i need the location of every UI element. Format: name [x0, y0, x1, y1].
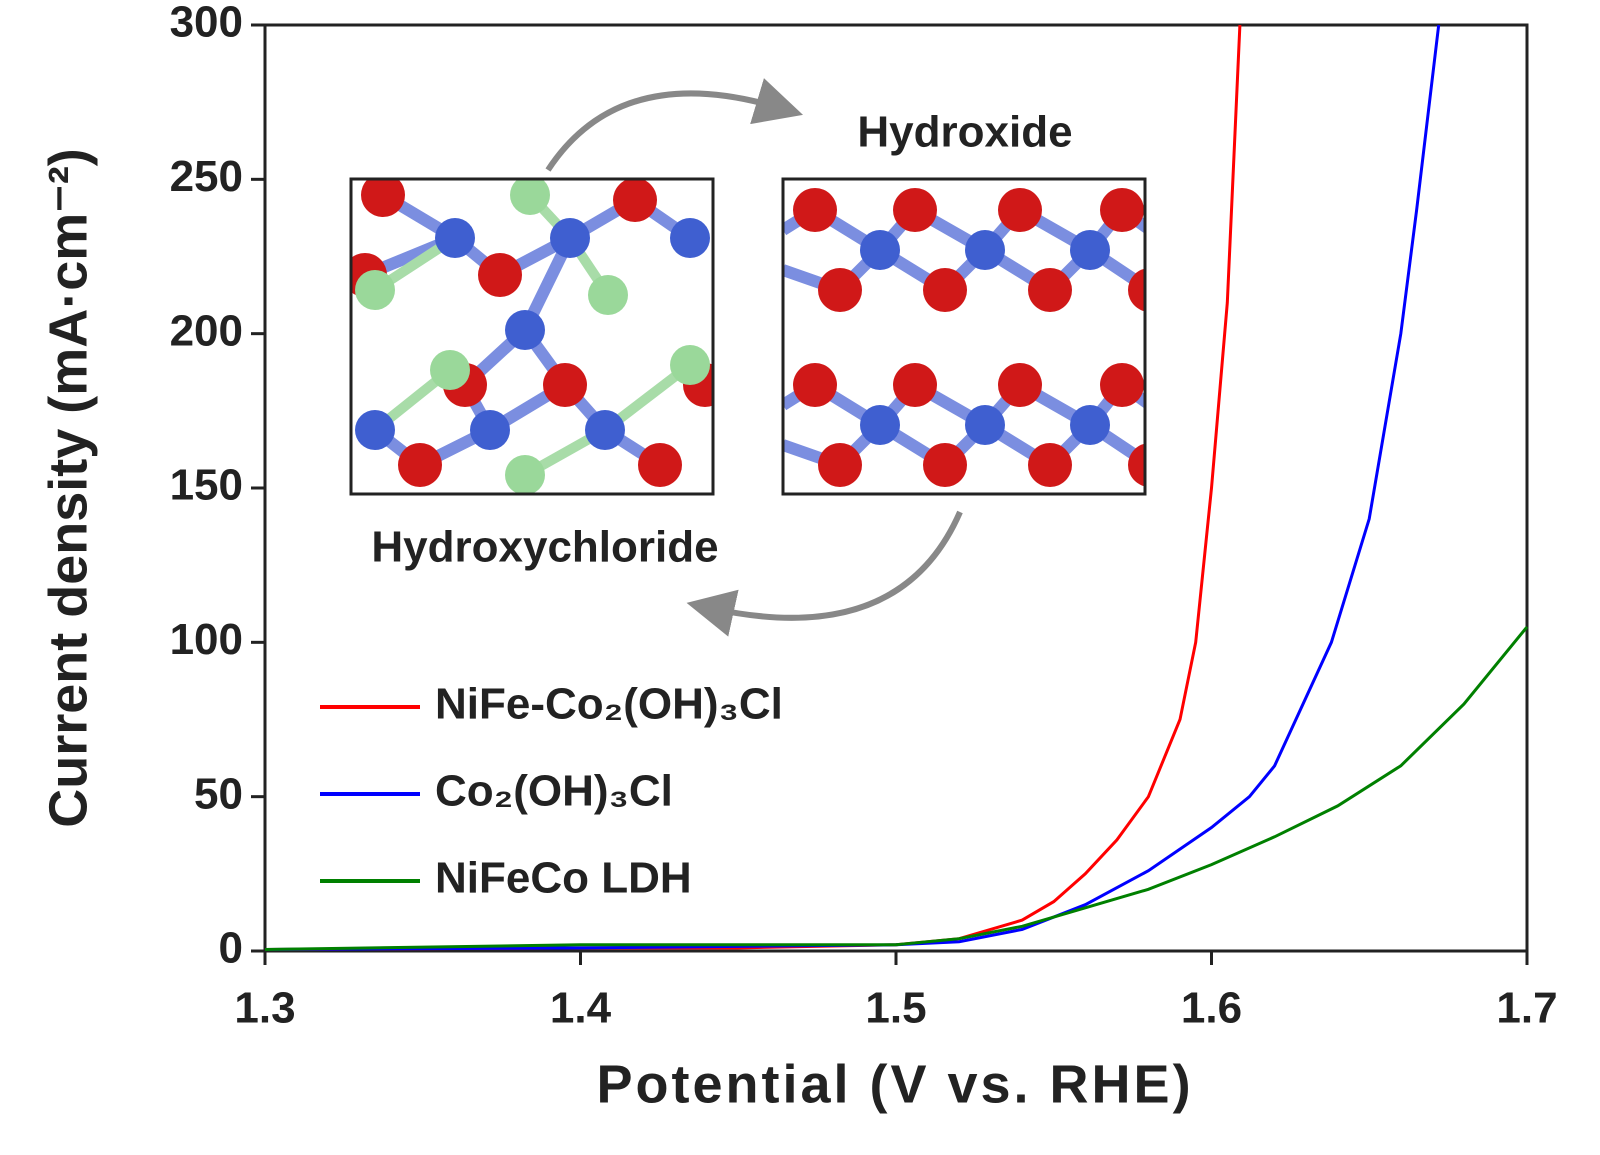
hydroxychloride-structure	[351, 179, 713, 494]
x-tick-label: 1.6	[1181, 984, 1242, 1033]
x-tick-label: 1.5	[865, 984, 926, 1033]
y-axis-label: Current density (mA·cm⁻²)	[38, 148, 98, 828]
x-axis-label: Potential (V vs. RHE)	[596, 1054, 1193, 1114]
legend-label: NiFe-Co₂(OH)₃Cl	[435, 680, 783, 729]
x-tick-label: 1.7	[1496, 984, 1557, 1033]
y-tick-label: 150	[170, 461, 243, 510]
x-tick-label: 1.4	[550, 984, 612, 1033]
inset-frame	[349, 177, 715, 496]
legend-label: NiFeCo LDH	[435, 854, 692, 903]
y-tick-label: 100	[170, 615, 243, 664]
inset-frame	[781, 177, 1147, 496]
y-tick-label: 0	[219, 924, 243, 973]
annotation: Hydroxychloride	[371, 523, 718, 572]
y-tick-label: 200	[170, 306, 243, 355]
y-tick-label: 300	[170, 0, 243, 47]
y-tick-label: 250	[170, 152, 243, 201]
x-tick-label: 1.3	[234, 984, 295, 1033]
arrow	[686, 510, 963, 637]
annotation: Hydroxide	[857, 108, 1072, 157]
y-tick-label: 50	[194, 769, 243, 818]
line	[264, 625, 1529, 951]
arrow	[545, 78, 803, 172]
line	[264, 24, 1242, 951]
legend-label: Co₂(OH)₃Cl	[435, 767, 673, 816]
hydroxide-structure	[783, 188, 1145, 487]
